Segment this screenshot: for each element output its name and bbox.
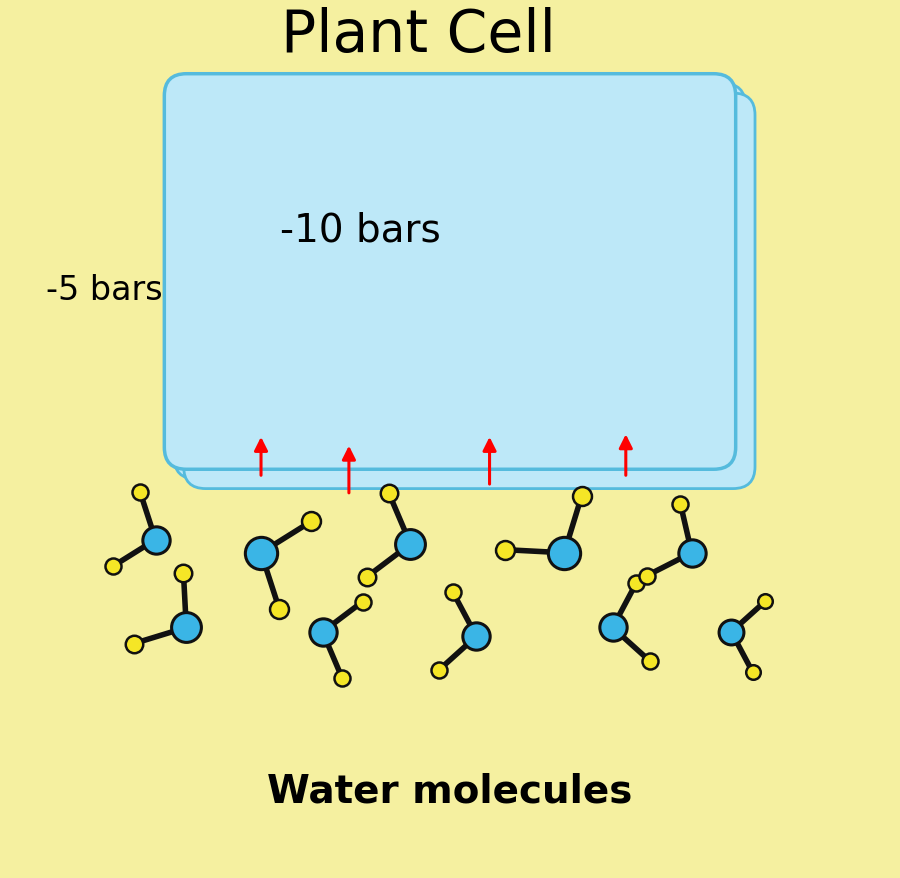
Point <box>446 585 460 599</box>
Point <box>382 487 396 501</box>
Point <box>254 546 268 560</box>
Text: Plant Cell: Plant Cell <box>281 7 556 63</box>
Point <box>643 654 657 668</box>
Point <box>403 537 418 551</box>
Point <box>469 630 483 644</box>
Point <box>673 497 688 511</box>
Point <box>105 559 120 573</box>
FancyBboxPatch shape <box>174 84 745 479</box>
Text: -10 bars: -10 bars <box>280 211 441 249</box>
Point <box>356 595 370 609</box>
Point <box>127 637 141 651</box>
Point <box>133 486 148 500</box>
Point <box>640 569 654 583</box>
Point <box>148 533 163 547</box>
Point <box>758 594 772 608</box>
Text: -5 bars: -5 bars <box>46 273 162 306</box>
Point <box>606 621 620 635</box>
Point <box>574 489 589 503</box>
Point <box>629 576 643 590</box>
Point <box>745 666 760 680</box>
Point <box>432 663 446 677</box>
Point <box>498 543 512 557</box>
Text: Water molecules: Water molecules <box>267 771 633 810</box>
Point <box>315 625 329 639</box>
Point <box>724 625 739 639</box>
Point <box>304 515 319 529</box>
Point <box>272 602 286 616</box>
Point <box>335 672 349 686</box>
Point <box>179 621 194 635</box>
FancyBboxPatch shape <box>184 94 755 489</box>
Point <box>685 546 699 560</box>
FancyBboxPatch shape <box>165 75 735 470</box>
Point <box>359 571 374 585</box>
Point <box>176 566 191 580</box>
Point <box>557 546 572 560</box>
